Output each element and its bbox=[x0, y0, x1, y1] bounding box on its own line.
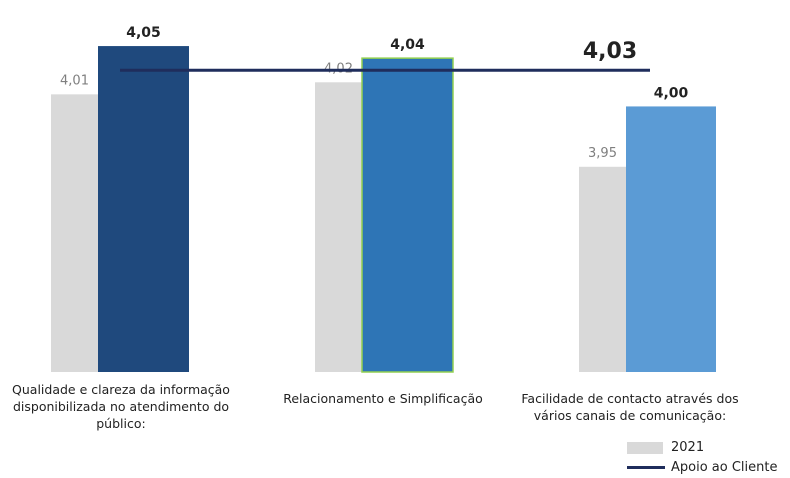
bar-2021-2 bbox=[315, 82, 362, 373]
legend-line-swatch bbox=[627, 466, 665, 469]
bar-2021-3 bbox=[579, 166, 626, 372]
data-label-apoio-2: 4,04 bbox=[390, 37, 425, 53]
legend-label-apoio: Apoio ao Cliente bbox=[671, 460, 778, 475]
data-label-apoio-1: 4,05 bbox=[126, 25, 161, 41]
bar-2021-1 bbox=[51, 94, 98, 372]
data-label-2021-1: 4,01 bbox=[60, 73, 89, 88]
category-label-3: Facilidade de contacto através dos vário… bbox=[521, 391, 739, 423]
data-label-apoio-3: 4,00 bbox=[654, 85, 689, 101]
category-label-1: Qualidade e clareza da informação dispon… bbox=[12, 382, 230, 431]
bar-apoio-3 bbox=[626, 106, 716, 372]
legend-swatch-2021 bbox=[627, 441, 663, 454]
category-label-2: Relacionamento e Simplificação bbox=[283, 391, 483, 406]
legend-label-2021: 2021 bbox=[671, 440, 705, 455]
bar-apoio-1 bbox=[98, 46, 189, 372]
data-label-2021-3: 3,95 bbox=[588, 146, 617, 161]
bar-apoio-2 bbox=[361, 57, 454, 373]
reference-line-label: 4,03 bbox=[583, 39, 637, 64]
